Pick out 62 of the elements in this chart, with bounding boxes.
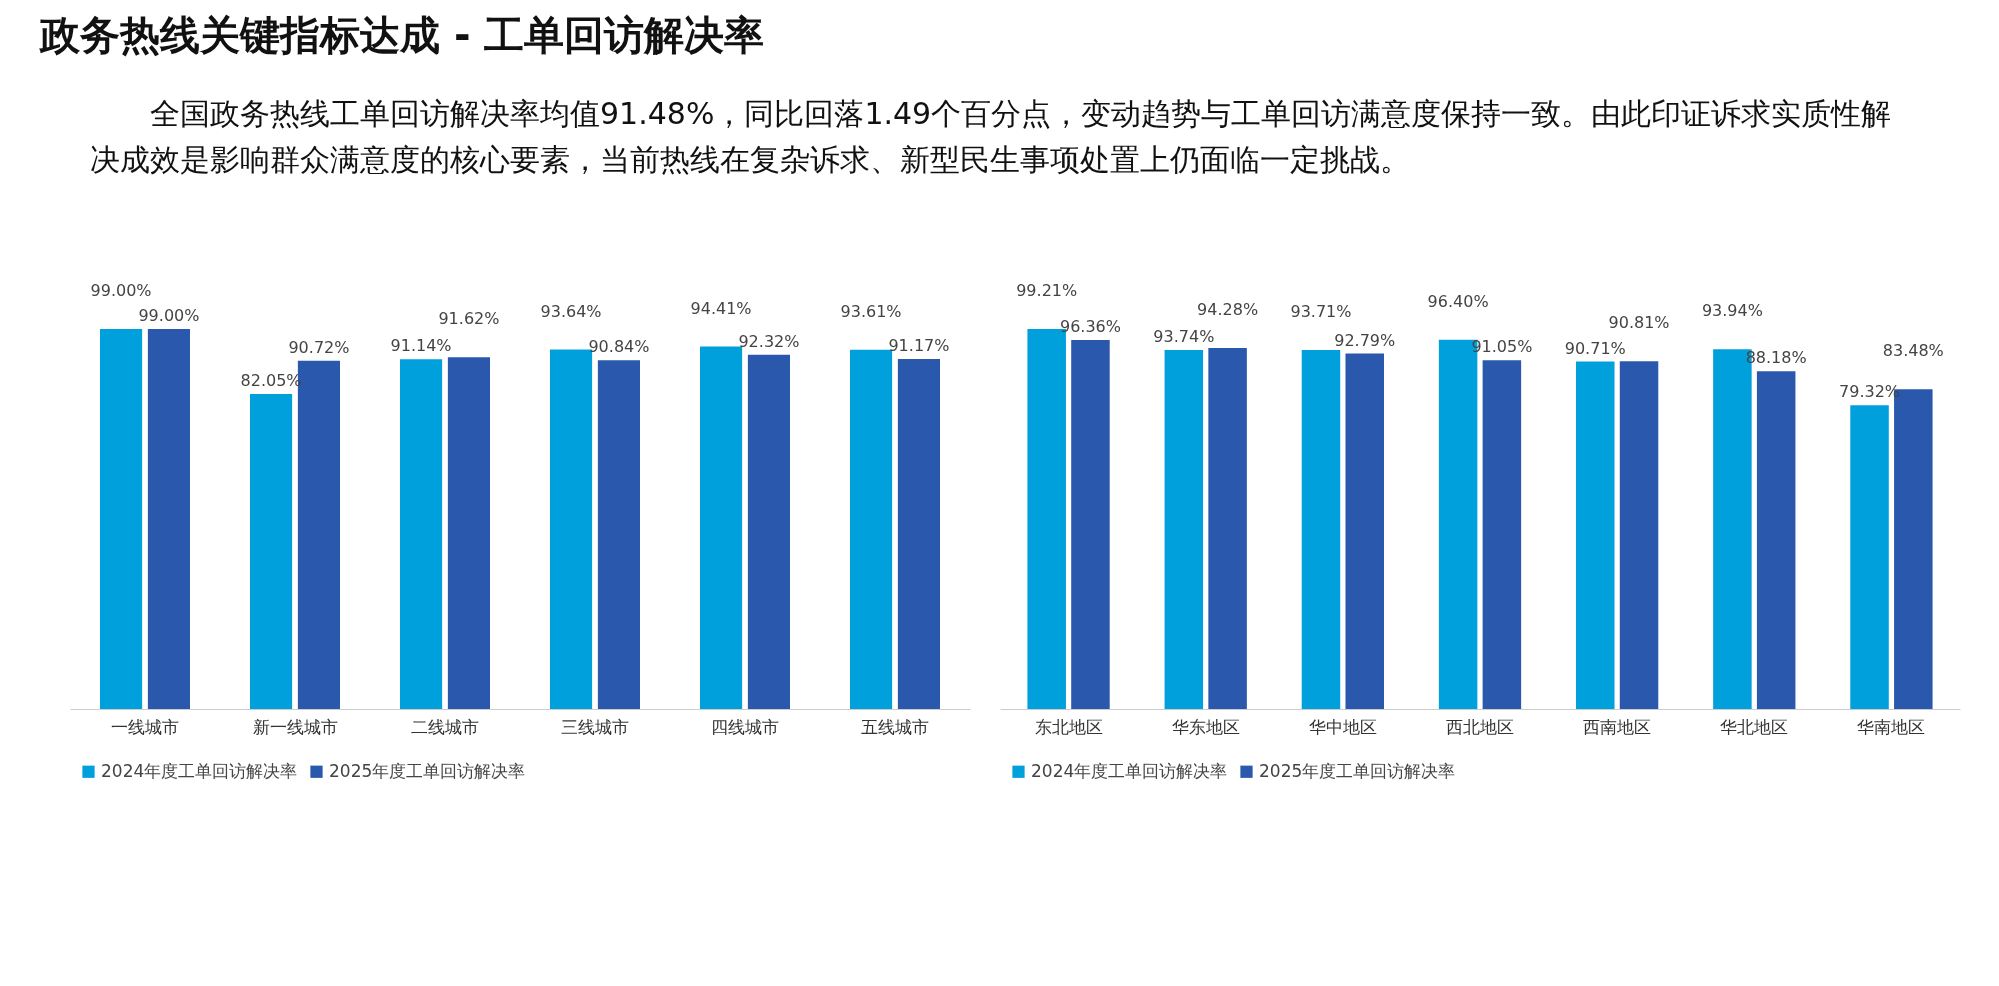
legend-label: 2024年度工单回访解决率 bbox=[1031, 760, 1228, 781]
data-label: 96.36% bbox=[1059, 316, 1121, 336]
bar bbox=[597, 360, 640, 709]
data-label: 90.81% bbox=[1608, 313, 1670, 333]
bar bbox=[1345, 353, 1384, 709]
bar bbox=[447, 357, 490, 709]
data-label: 94.28% bbox=[1197, 299, 1259, 319]
legend-label: 2025年度工单回访解决率 bbox=[329, 760, 526, 781]
data-label: 99.21% bbox=[1016, 281, 1078, 300]
x-tick-label: 二线城市 bbox=[411, 716, 479, 737]
x-tick-label: 西南地区 bbox=[1583, 716, 1652, 737]
x-tick-label: 东北地区 bbox=[1034, 716, 1103, 737]
x-tick-label: 华南地区 bbox=[1857, 716, 1926, 737]
data-label: 99.00% bbox=[90, 281, 152, 300]
data-label: 91.62% bbox=[438, 309, 500, 329]
bar bbox=[1482, 360, 1522, 709]
data-label: 91.17% bbox=[888, 336, 950, 356]
chart-title: 政务热线关键指标达成 - 工单回访解决率 bbox=[40, 11, 766, 60]
bar bbox=[1208, 347, 1247, 709]
x-tick-label: 新一线城市 bbox=[252, 716, 338, 737]
bar bbox=[897, 359, 940, 709]
bar bbox=[147, 329, 190, 709]
bar bbox=[1576, 361, 1615, 709]
data-label: 92.79% bbox=[1334, 330, 1396, 350]
bar bbox=[1164, 349, 1204, 709]
data-label: 99.00% bbox=[138, 306, 200, 325]
data-label: 94.41% bbox=[690, 298, 752, 318]
x-tick-label: 一线城市 bbox=[111, 716, 179, 737]
x-tick-label: 华北地区 bbox=[1720, 716, 1789, 737]
x-tick-label: 三线城市 bbox=[561, 716, 629, 737]
data-label: 91.14% bbox=[390, 336, 452, 356]
data-label: 92.32% bbox=[738, 331, 800, 351]
data-label: 93.71% bbox=[1290, 302, 1352, 322]
bar bbox=[250, 394, 293, 709]
x-tick-label: 华东地区 bbox=[1171, 716, 1240, 737]
data-label: 93.61% bbox=[840, 301, 902, 321]
data-label: 90.72% bbox=[288, 337, 350, 357]
bar bbox=[100, 329, 143, 709]
bar bbox=[1071, 339, 1110, 709]
x-tick-label: 五线城市 bbox=[861, 716, 929, 737]
legend-label: 2024年度工单回访解决率 bbox=[101, 760, 298, 781]
bar bbox=[850, 349, 893, 709]
bar bbox=[1619, 361, 1659, 709]
data-label: 83.48% bbox=[1882, 341, 1944, 361]
bar bbox=[1850, 405, 1889, 709]
data-label: 90.71% bbox=[1564, 338, 1626, 358]
bar bbox=[400, 359, 443, 709]
data-label: 79.32% bbox=[1839, 382, 1901, 402]
chart-subtitle: 全国政务热线工单回访解决率均值91.48%，同比回落1.49个百分点，变动趋势与工单回访满意度保持一致。由此印证诉求实质性解决成效是影响群众满意度的核心要素，当前热线在复杂诉求、新型民生事项处置上仍面临一定挑战。 bbox=[90, 95, 1893, 179]
x-tick-label: 华中地区 bbox=[1308, 716, 1377, 737]
bar bbox=[747, 354, 790, 709]
data-label: 90.84% bbox=[588, 337, 650, 357]
data-label: 93.94% bbox=[1701, 301, 1763, 321]
data-label: 96.40% bbox=[1427, 291, 1489, 311]
bar bbox=[700, 346, 743, 709]
data-label: 93.64% bbox=[540, 301, 602, 321]
bar bbox=[1756, 371, 1796, 709]
legend-label: 2025年度工单回访解决率 bbox=[1259, 760, 1456, 781]
bar bbox=[1301, 350, 1341, 709]
data-label: 93.74% bbox=[1153, 326, 1215, 346]
x-tick-label: 西北地区 bbox=[1446, 716, 1514, 737]
x-tick-label: 四线城市 bbox=[711, 716, 779, 737]
